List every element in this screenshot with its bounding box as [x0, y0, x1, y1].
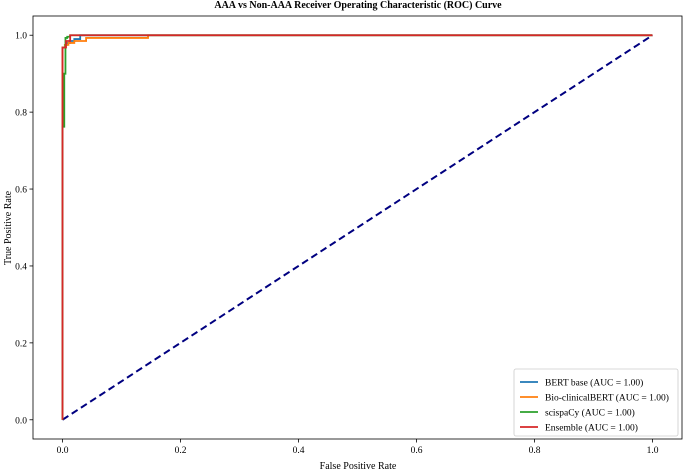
y-tick-label: 0.4 [15, 262, 27, 272]
axis-ticks: 0.0 0.2 0.4 0.6 0.8 1.0 0.0 0.2 0.4 0.6 0.8 1.0 [15, 32, 659, 456]
chart-legend: BERT base (AUC = 1.00) Bio-clinicalBERT (… [513, 368, 679, 437]
y-tick-label: 1.0 [15, 32, 27, 42]
x-tick-label: 1.0 [647, 446, 659, 456]
legend-entry-label: Bio-clinicalBERT (AUC = 1.00) [545, 393, 669, 404]
x-tick-label: 0.2 [175, 446, 187, 456]
x-tick-label: 0.6 [411, 446, 423, 456]
chart-title: AAA vs Non-AAA Receiver Operating Charac… [214, 0, 502, 11]
y-axis-label: True Positive Rate [3, 190, 14, 265]
legend-entry-label: scispaCy (AUC = 1.00) [545, 408, 635, 419]
legend-entry-label: BERT base (AUC = 1.00) [545, 378, 643, 389]
x-axis-label: False Positive Rate [320, 461, 397, 471]
y-tick-label: 0.6 [15, 186, 27, 196]
x-tick-label: 0.4 [293, 446, 305, 456]
plot-area-frame [32, 15, 683, 440]
legend-box [513, 368, 679, 437]
roc-curves [61, 34, 654, 421]
y-tick-label: 0.2 [15, 339, 27, 349]
chance-reference-line [61, 34, 654, 421]
y-tick-label: 0.8 [15, 109, 27, 119]
legend-entry-label: Ensemble (AUC = 1.00) [545, 423, 638, 434]
y-tick-label: 0.0 [15, 416, 27, 426]
x-tick-label: 0.8 [529, 446, 541, 456]
x-tick-label: 0.0 [57, 446, 69, 456]
roc-curve-series-4 [61, 34, 653, 420]
